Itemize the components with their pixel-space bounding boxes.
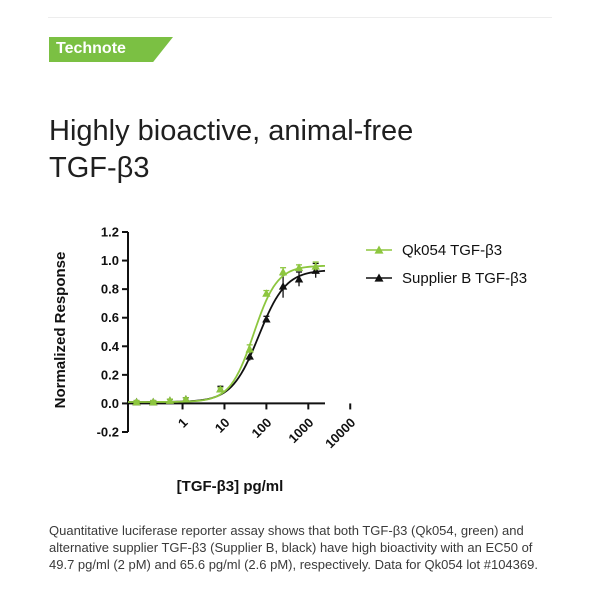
y-tick-label: 0.8: [101, 282, 119, 297]
title-line-2: TGF-β3: [49, 152, 150, 184]
x-tick-label: 100: [249, 415, 275, 441]
qk054-data-point: [149, 397, 158, 406]
y-axis-title: Normalized Response: [52, 252, 69, 409]
y-tick-label: 0.4: [101, 339, 120, 354]
qk054-data-point: [311, 262, 320, 270]
y-tick-label: 1.0: [101, 253, 119, 268]
qk054-data-point: [216, 384, 225, 393]
y-tick-label: -0.2: [97, 425, 119, 440]
x-axis-title: [TGF-β3] pg/ml: [177, 478, 284, 495]
chart-axes: -0.2 0.0 0.2 0.4 0.6 0.8 1.0 1.2 1 10 100 1000 10000: [97, 225, 359, 452]
qk054-data-point: [165, 396, 175, 404]
supplier-b-legend-marker: [374, 273, 384, 282]
x-tick-label: 10000: [322, 415, 358, 451]
supplier-b-fit-curve: [128, 269, 326, 403]
qk054-data-point: [181, 394, 191, 403]
supplier-b-data-point: [294, 274, 304, 283]
qk054-data-point: [132, 397, 141, 406]
figure-caption: Quantitative luciferase reporter assay s…: [49, 523, 538, 572]
page-title: Highly bioactive, animal-free TGF-β3: [49, 113, 509, 187]
x-tick-label: 1: [175, 415, 191, 431]
chart-legend: Qk054 TGF-β3 Supplier B TGF-β3: [366, 242, 527, 287]
chart-marks: [128, 261, 326, 406]
y-tick-label: 0.2: [101, 367, 119, 382]
supplier-b-data-point: [245, 352, 254, 360]
technote-badge: [49, 37, 173, 62]
qk054-data-point: [245, 344, 254, 353]
qk054-data-point: [262, 289, 271, 297]
technote-badge-label: Technote: [56, 40, 126, 57]
supplier-b-data-point: [262, 314, 271, 323]
qk054-data-point: [278, 267, 288, 276]
qk054-legend-marker: [374, 245, 384, 254]
top-divider: [48, 17, 552, 18]
title-line-1: Highly bioactive, animal-free: [49, 115, 414, 147]
qk054-legend-label: Qk054 TGF-β3: [402, 242, 502, 259]
qk054-fit-curve: [128, 264, 326, 403]
qk054-data-point: [294, 263, 304, 272]
y-tick-label: 0.0: [101, 396, 119, 411]
supplier-b-legend-label: Supplier B TGF-β3: [402, 270, 527, 287]
y-tick-label: 1.2: [101, 225, 119, 240]
x-tick-label: 10: [212, 415, 233, 436]
x-tick-label: 1000: [285, 415, 316, 446]
supplier-b-data-point: [278, 282, 288, 290]
y-tick-label: 0.6: [101, 310, 119, 325]
